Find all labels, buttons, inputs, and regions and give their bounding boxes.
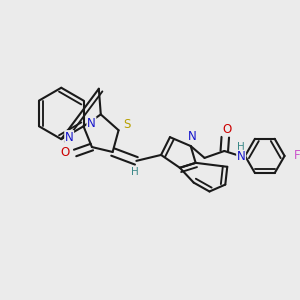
- Text: H: H: [130, 167, 138, 177]
- Text: O: O: [61, 146, 70, 160]
- Text: F: F: [293, 149, 300, 162]
- Text: N: N: [237, 150, 245, 164]
- Text: H: H: [237, 142, 245, 152]
- Text: O: O: [223, 123, 232, 136]
- Text: N: N: [188, 130, 197, 143]
- Text: N: N: [65, 131, 74, 144]
- Text: S: S: [123, 118, 130, 131]
- Text: N: N: [87, 117, 96, 130]
